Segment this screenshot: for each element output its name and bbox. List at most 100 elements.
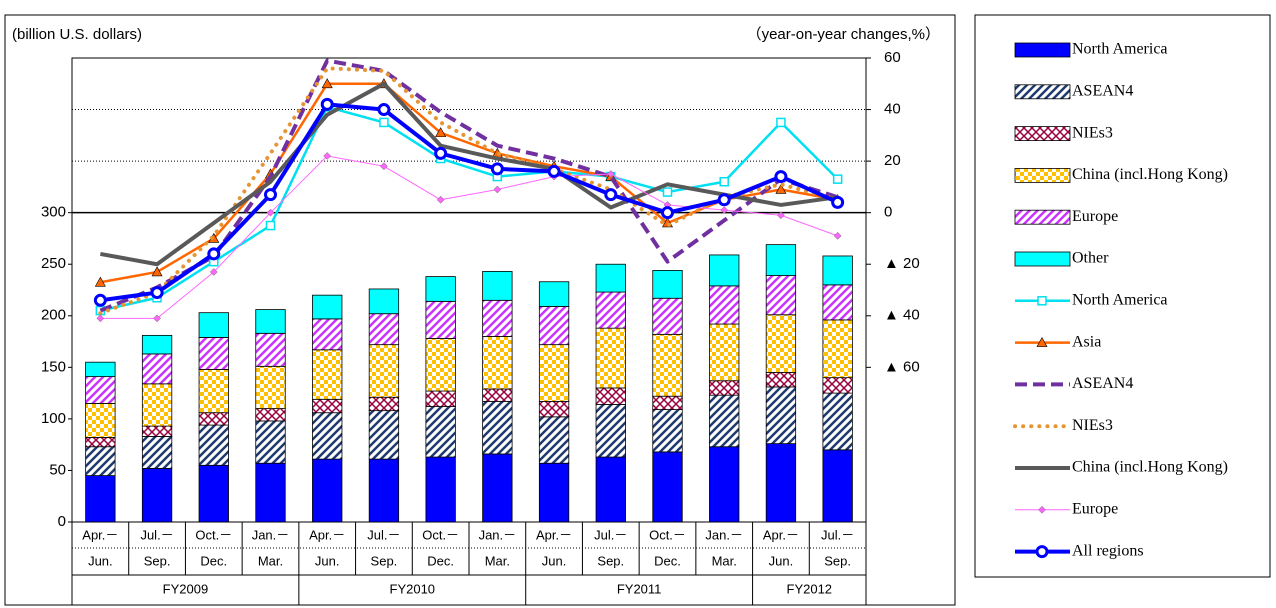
bar-segment (85, 361, 116, 378)
legend-label: ASEAN4 (1072, 82, 1133, 99)
bar-segment (822, 319, 853, 379)
x-tick-label: Dec. (427, 553, 454, 568)
x-tick-label: Apr.－ (82, 527, 118, 542)
line (99, 81, 838, 267)
bar-segment (368, 396, 400, 412)
bar-segment (595, 404, 626, 458)
legend-entry: Europe (1014, 208, 1118, 225)
y-axis-label: (billion U.S. dollars) (12, 26, 142, 43)
bar-segment (538, 306, 570, 346)
marker (717, 193, 731, 207)
bar-segment (198, 412, 229, 426)
x-tick-label: Jun. (542, 553, 567, 568)
bar-segment (595, 291, 626, 329)
x-tick-label: Oct.－ (649, 527, 686, 542)
legend-label: China (incl.Hong Kong) (1072, 166, 1228, 183)
bar-segment (141, 383, 173, 427)
x-tick-label: Jul.－ (140, 527, 173, 542)
bar-segment (141, 353, 173, 385)
bar-segment (482, 299, 513, 337)
legend-label: NIEs3 (1072, 124, 1113, 141)
y2-axis-label: （year-on-year changes,%） (747, 26, 940, 43)
x-tick-label: Sep. (144, 553, 171, 568)
legend-swatch (1014, 167, 1071, 183)
marker (831, 195, 845, 209)
bar-segment (425, 300, 456, 339)
bar-segment (85, 475, 116, 523)
marker (94, 276, 106, 287)
line (99, 58, 839, 313)
y-tick-label: 0 (58, 513, 66, 530)
bar-segment (198, 368, 229, 414)
bar-segment (368, 344, 400, 398)
marker (93, 293, 107, 307)
bar-segment (482, 453, 513, 523)
marker (434, 146, 448, 160)
bar-segment (198, 424, 229, 466)
x-tick-label: Jan.－ (705, 527, 743, 542)
marker (775, 183, 787, 194)
legend-swatch (1014, 126, 1071, 141)
bar-segment (482, 400, 513, 455)
legend-label: China (incl.Hong Kong) (1072, 459, 1228, 476)
bar-segment (312, 398, 343, 414)
marker (604, 188, 618, 202)
bar-segment (255, 420, 286, 464)
legend-label: North America (1072, 41, 1168, 58)
bar-segment (198, 337, 229, 370)
marker (490, 162, 504, 176)
x-tick-label: Jan.－ (479, 527, 517, 542)
legend-entry: China (incl.Hong Kong) (1015, 459, 1228, 476)
y2-tick-label: 40 (884, 101, 901, 118)
bar-segment (595, 387, 626, 405)
bar-segment (765, 314, 797, 373)
y2-tick-label: 20 (884, 152, 901, 169)
marker (150, 286, 164, 300)
x-tick-label: Jun. (315, 553, 340, 568)
y-tick-label: 150 (41, 358, 66, 375)
marker (436, 195, 445, 204)
legend-label: All regions (1072, 542, 1144, 559)
line (100, 102, 839, 303)
bar-segment (255, 332, 286, 367)
marker (265, 220, 276, 231)
x-tick-label: Apr.－ (309, 527, 345, 542)
fiscal-year-label: FY2010 (390, 581, 436, 596)
x-tick-label: Dec. (654, 553, 681, 568)
y-tick-label: 200 (41, 307, 66, 324)
x-tick-label: Sep. (371, 553, 398, 568)
marker (435, 127, 447, 138)
bar-segment (482, 388, 513, 402)
bar-segment (822, 284, 853, 321)
bar-segment (368, 410, 400, 460)
legend-label: Other (1072, 250, 1109, 267)
marker (547, 164, 561, 178)
marker (776, 117, 786, 128)
x-tick-label: Apr.－ (763, 527, 799, 542)
bar-segment (482, 335, 513, 390)
x-tick-label: Mar. (712, 553, 737, 568)
legend-label: North America (1072, 291, 1168, 308)
marker (833, 232, 842, 240)
line (98, 66, 840, 316)
bar-segment (822, 392, 853, 451)
marker (264, 188, 277, 202)
y-tick-label: 50 (49, 461, 66, 478)
fiscal-year-label: FY2011 (617, 581, 662, 596)
legend-entry: North America (1015, 291, 1168, 308)
bar-segment (255, 462, 286, 523)
x-tick-label: Apr.－ (536, 527, 572, 542)
marker (774, 170, 788, 184)
x-tick-label: Oct.－ (195, 527, 232, 542)
bar-segment (765, 372, 797, 388)
bar-segment (538, 344, 570, 402)
bar-segment (709, 285, 740, 325)
bar-segment (141, 436, 173, 469)
bar-segment (368, 288, 400, 315)
bar-segment (425, 406, 456, 458)
marker (207, 247, 221, 261)
bar-segment (85, 446, 116, 476)
y2-tick-label: ▲ 60 (884, 358, 920, 375)
legend-swatch (1014, 42, 1071, 58)
bar-segment (425, 456, 456, 523)
